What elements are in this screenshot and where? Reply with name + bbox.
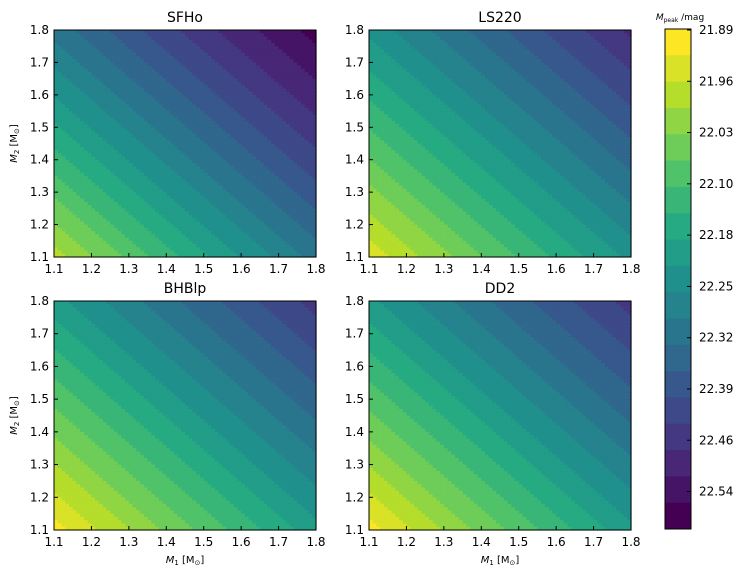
panel-sfho: SFHo 1.1 1.2 1.3 1.4 1.5 1.6 1.7 1.8 1.1 1.2 1.3 1.4… xyxy=(9,10,326,276)
x-tick-label: 1.5 xyxy=(194,262,213,276)
x-tick-label: 1.3 xyxy=(119,262,138,276)
x-tick-label: 1.7 xyxy=(269,262,288,276)
y-tick-label: 1.4 xyxy=(30,153,49,167)
x-tick-label: 1.8 xyxy=(306,262,325,276)
x-tick-label: 1.2 xyxy=(82,262,101,276)
y-tick-label: 1.8 xyxy=(30,23,49,37)
y-tick-label: 1.7 xyxy=(30,55,49,69)
y-axis-label: M2 [M⊙] xyxy=(9,124,21,163)
x-tick-label: 1.1 xyxy=(44,262,63,276)
x-tick-label: 1.4 xyxy=(157,262,176,276)
panel-title: SFHo xyxy=(167,10,203,26)
y-tick-label: 1.1 xyxy=(30,250,49,264)
x-tick-label: 1.6 xyxy=(232,262,251,276)
y-tick-label: 1.5 xyxy=(30,120,49,134)
y-tick-label: 1.3 xyxy=(30,185,49,199)
y-tick-label: 1.6 xyxy=(30,88,49,102)
contour-field xyxy=(369,30,632,258)
contour-field xyxy=(54,30,317,258)
y-tick-label: 1.2 xyxy=(30,218,49,232)
